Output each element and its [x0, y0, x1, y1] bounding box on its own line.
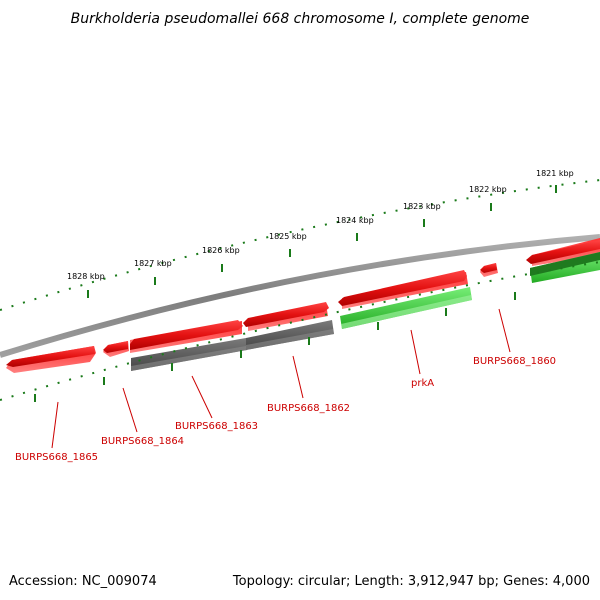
gene-track-forward: [6, 238, 600, 373]
ruler-label-1828: 1828 kbp: [67, 272, 105, 281]
gene-track-cds: [131, 252, 600, 371]
gene-1864[interactable]: [103, 341, 129, 357]
gene-label-prkA[interactable]: prkA: [411, 378, 434, 389]
ruler-label-1823: 1823 kbp: [403, 202, 441, 211]
inner-tick-ruler: [0, 261, 600, 402]
leader-1860: [498, 308, 511, 353]
cds-1863[interactable]: [131, 338, 247, 371]
ruler-labels: 1821 kbp 1822 kbp 1823 kbp 1824 kbp 1825…: [67, 169, 574, 281]
ruler-label-1826: 1826 kbp: [202, 246, 240, 255]
leader-prkA: [410, 329, 421, 375]
outer-tick-ruler: [0, 179, 600, 311]
leader-1864: [122, 387, 138, 433]
ruler-label-1824: 1824 kbp: [336, 216, 374, 225]
genome-summary-text: Topology: circular; Length: 3,912,947 bp…: [232, 574, 590, 589]
gene-label-leaders: [51, 308, 511, 449]
gene-1860-upper[interactable]: [526, 238, 600, 266]
accession-text: Accession: NC_009074: [9, 574, 157, 589]
gene-label-1864[interactable]: BURPS668_1864: [101, 436, 184, 447]
gene-label-1863[interactable]: BURPS668_1863: [175, 421, 258, 432]
map-title: Burkholderia pseudomallei 668 chromosome…: [71, 11, 530, 27]
gene-1862-upper[interactable]: [243, 302, 329, 331]
genome-backbone: [0, 234, 600, 358]
ruler-label-1827: 1827 kbp: [134, 259, 172, 268]
gene-1865[interactable]: [6, 346, 96, 373]
leader-1865: [51, 401, 59, 449]
ruler-label-1825: 1825 kbp: [269, 232, 307, 241]
cds-prkA[interactable]: [340, 287, 472, 329]
gene-prkA-upper[interactable]: [338, 270, 468, 309]
gene-1863-upper[interactable]: [130, 320, 243, 353]
cds-1860[interactable]: [530, 252, 600, 283]
leader-1863: [191, 375, 213, 419]
gene-label-1865[interactable]: BURPS668_1865: [15, 452, 98, 463]
ruler-label-1822: 1822 kbp: [469, 185, 507, 194]
gene-label-1862[interactable]: BURPS668_1862: [267, 403, 350, 414]
gene-small-1[interactable]: [480, 263, 498, 277]
gene-label-1860[interactable]: BURPS668_1860: [473, 356, 556, 367]
leader-1862: [292, 355, 304, 399]
cds-1862[interactable]: [246, 320, 334, 350]
gene-labels: BURPS668_1860 prkA BURPS668_1862 BURPS66…: [15, 356, 556, 463]
ruler-label-1821: 1821 kbp: [536, 169, 574, 178]
